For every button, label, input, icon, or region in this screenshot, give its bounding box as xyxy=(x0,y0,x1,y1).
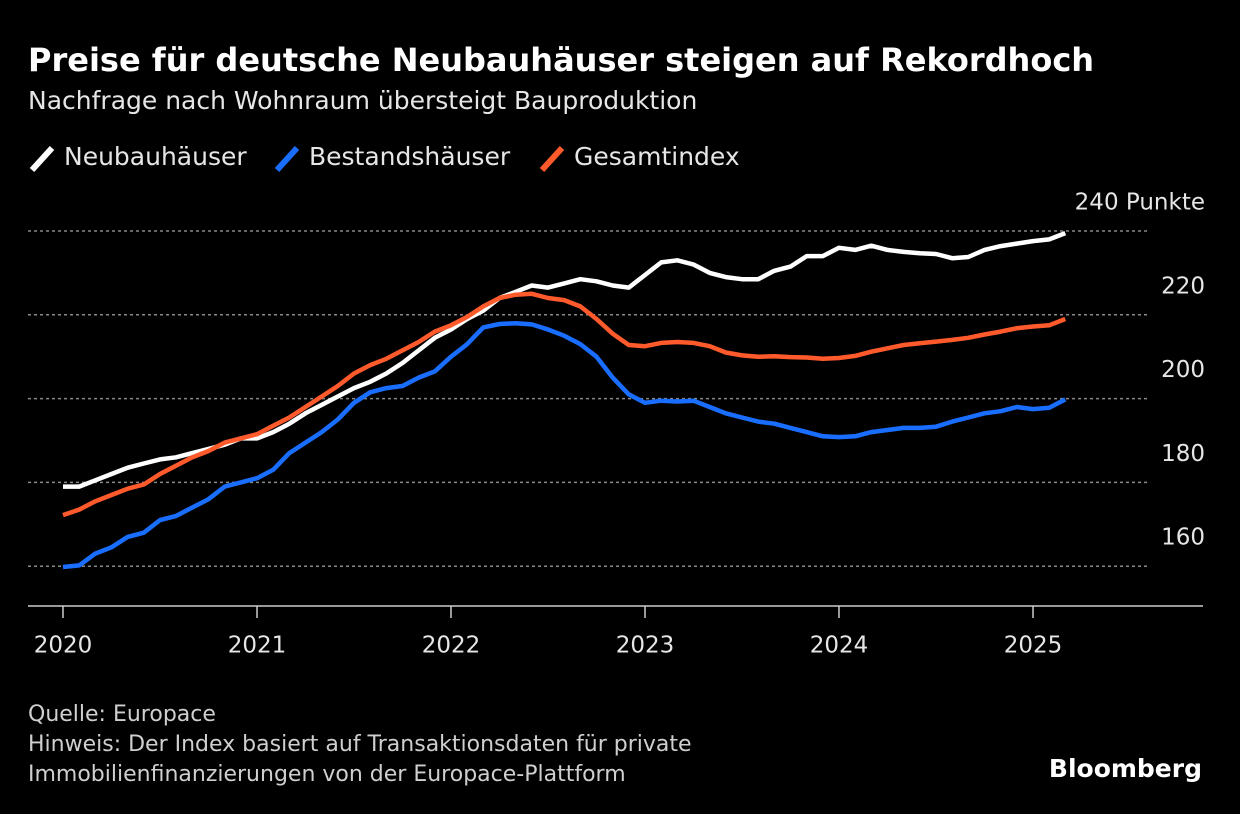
source: Quelle: Europace xyxy=(28,702,216,727)
legend-swatch xyxy=(274,145,300,173)
legend-label: Neubauhäuser xyxy=(64,142,247,171)
y-tick-label: 200 xyxy=(1161,357,1205,383)
y-tick-label: 160 xyxy=(1161,525,1205,551)
chart-title: Preise für deutsche Neubauhäuser steigen… xyxy=(28,41,1094,79)
x-tick-label: 2025 xyxy=(1004,633,1063,659)
series-line xyxy=(62,291,1067,518)
legend-swatch xyxy=(539,145,565,173)
x-tick-label: 2023 xyxy=(616,633,675,659)
legend-label: Gesamtindex xyxy=(574,142,740,171)
y-tick-label: 180 xyxy=(1161,441,1205,467)
x-tick-label: 2024 xyxy=(810,633,869,659)
x-tick-label: 2021 xyxy=(228,633,287,659)
series-line xyxy=(62,320,1067,570)
brand: Bloomberg xyxy=(1049,754,1202,783)
note: Immobilienfinanzierungen von der Europac… xyxy=(28,762,626,787)
x-tick-label: 2022 xyxy=(422,633,481,659)
x-tick-label: 2020 xyxy=(34,633,93,659)
legend-label: Bestandshäuser xyxy=(309,142,511,171)
legend-swatch xyxy=(29,145,55,173)
chart-subtitle: Nachfrage nach Wohnraum übersteigt Baupr… xyxy=(28,86,697,115)
y-tick-label: 220 xyxy=(1161,273,1205,299)
y-tick-label: 240 Punkte xyxy=(1075,190,1205,216)
note: Hinweis: Der Index basiert auf Transakti… xyxy=(28,732,692,757)
